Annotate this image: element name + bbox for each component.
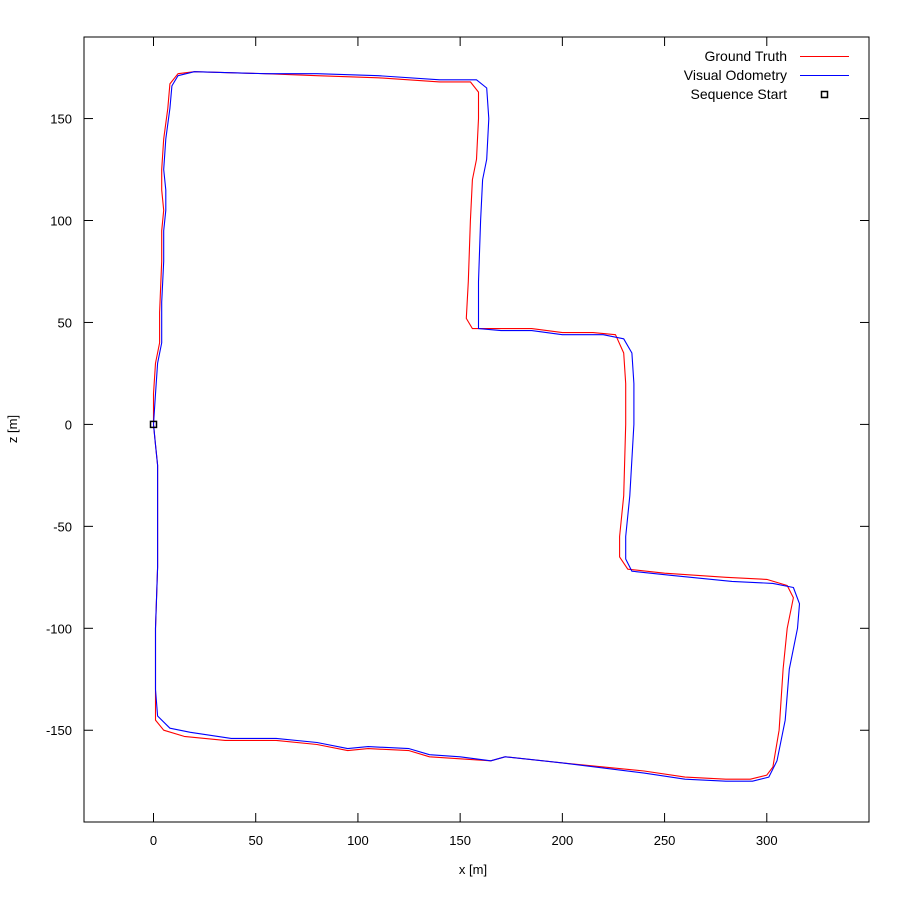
axis-tick-labels: 0 50 100 150 200 250 300 -150 -100 -50 0 50 100 150 — [46, 112, 778, 848]
x-tick-label-4: 200 — [552, 833, 574, 848]
y-tick-label-6: 150 — [50, 112, 72, 127]
legend-swatch-sequence-start — [820, 90, 829, 99]
y-tick-label-3: 0 — [65, 417, 72, 432]
axis-ticks — [84, 37, 869, 822]
point-markers — [149, 420, 158, 429]
y-tick-label-2: -50 — [53, 519, 72, 534]
legend-label-sequence-start: Sequence Start — [690, 86, 787, 102]
x-tick-label-0: 0 — [150, 833, 157, 848]
x-tick-label-6: 300 — [756, 833, 778, 848]
legend: Ground Truth Visual Odometry Sequence Star… — [684, 48, 849, 102]
y-tick-label-5: 100 — [50, 214, 72, 229]
marker-sequence-start — [149, 420, 158, 429]
x-tick-label-3: 150 — [449, 833, 471, 848]
x-tick-label-1: 50 — [248, 833, 262, 848]
y-tick-label-4: 50 — [58, 315, 72, 330]
x-axis-label: x [m] — [459, 862, 487, 877]
y-tick-label-0: -150 — [46, 723, 72, 738]
series-lines — [152, 71, 801, 782]
x-tick-label-2: 100 — [347, 833, 369, 848]
x-tick-label-5: 250 — [654, 833, 676, 848]
y-axis-label: z [m] — [5, 415, 20, 443]
legend-label-visual-odometry: Visual Odometry — [684, 67, 787, 83]
plot-frame — [83, 36, 870, 823]
y-tick-label-1: -100 — [46, 621, 72, 636]
legend-label-ground-truth: Ground Truth — [705, 48, 788, 64]
series-line-ground-truth — [152, 71, 794, 780]
series-line-visual-odometry — [152, 71, 801, 782]
